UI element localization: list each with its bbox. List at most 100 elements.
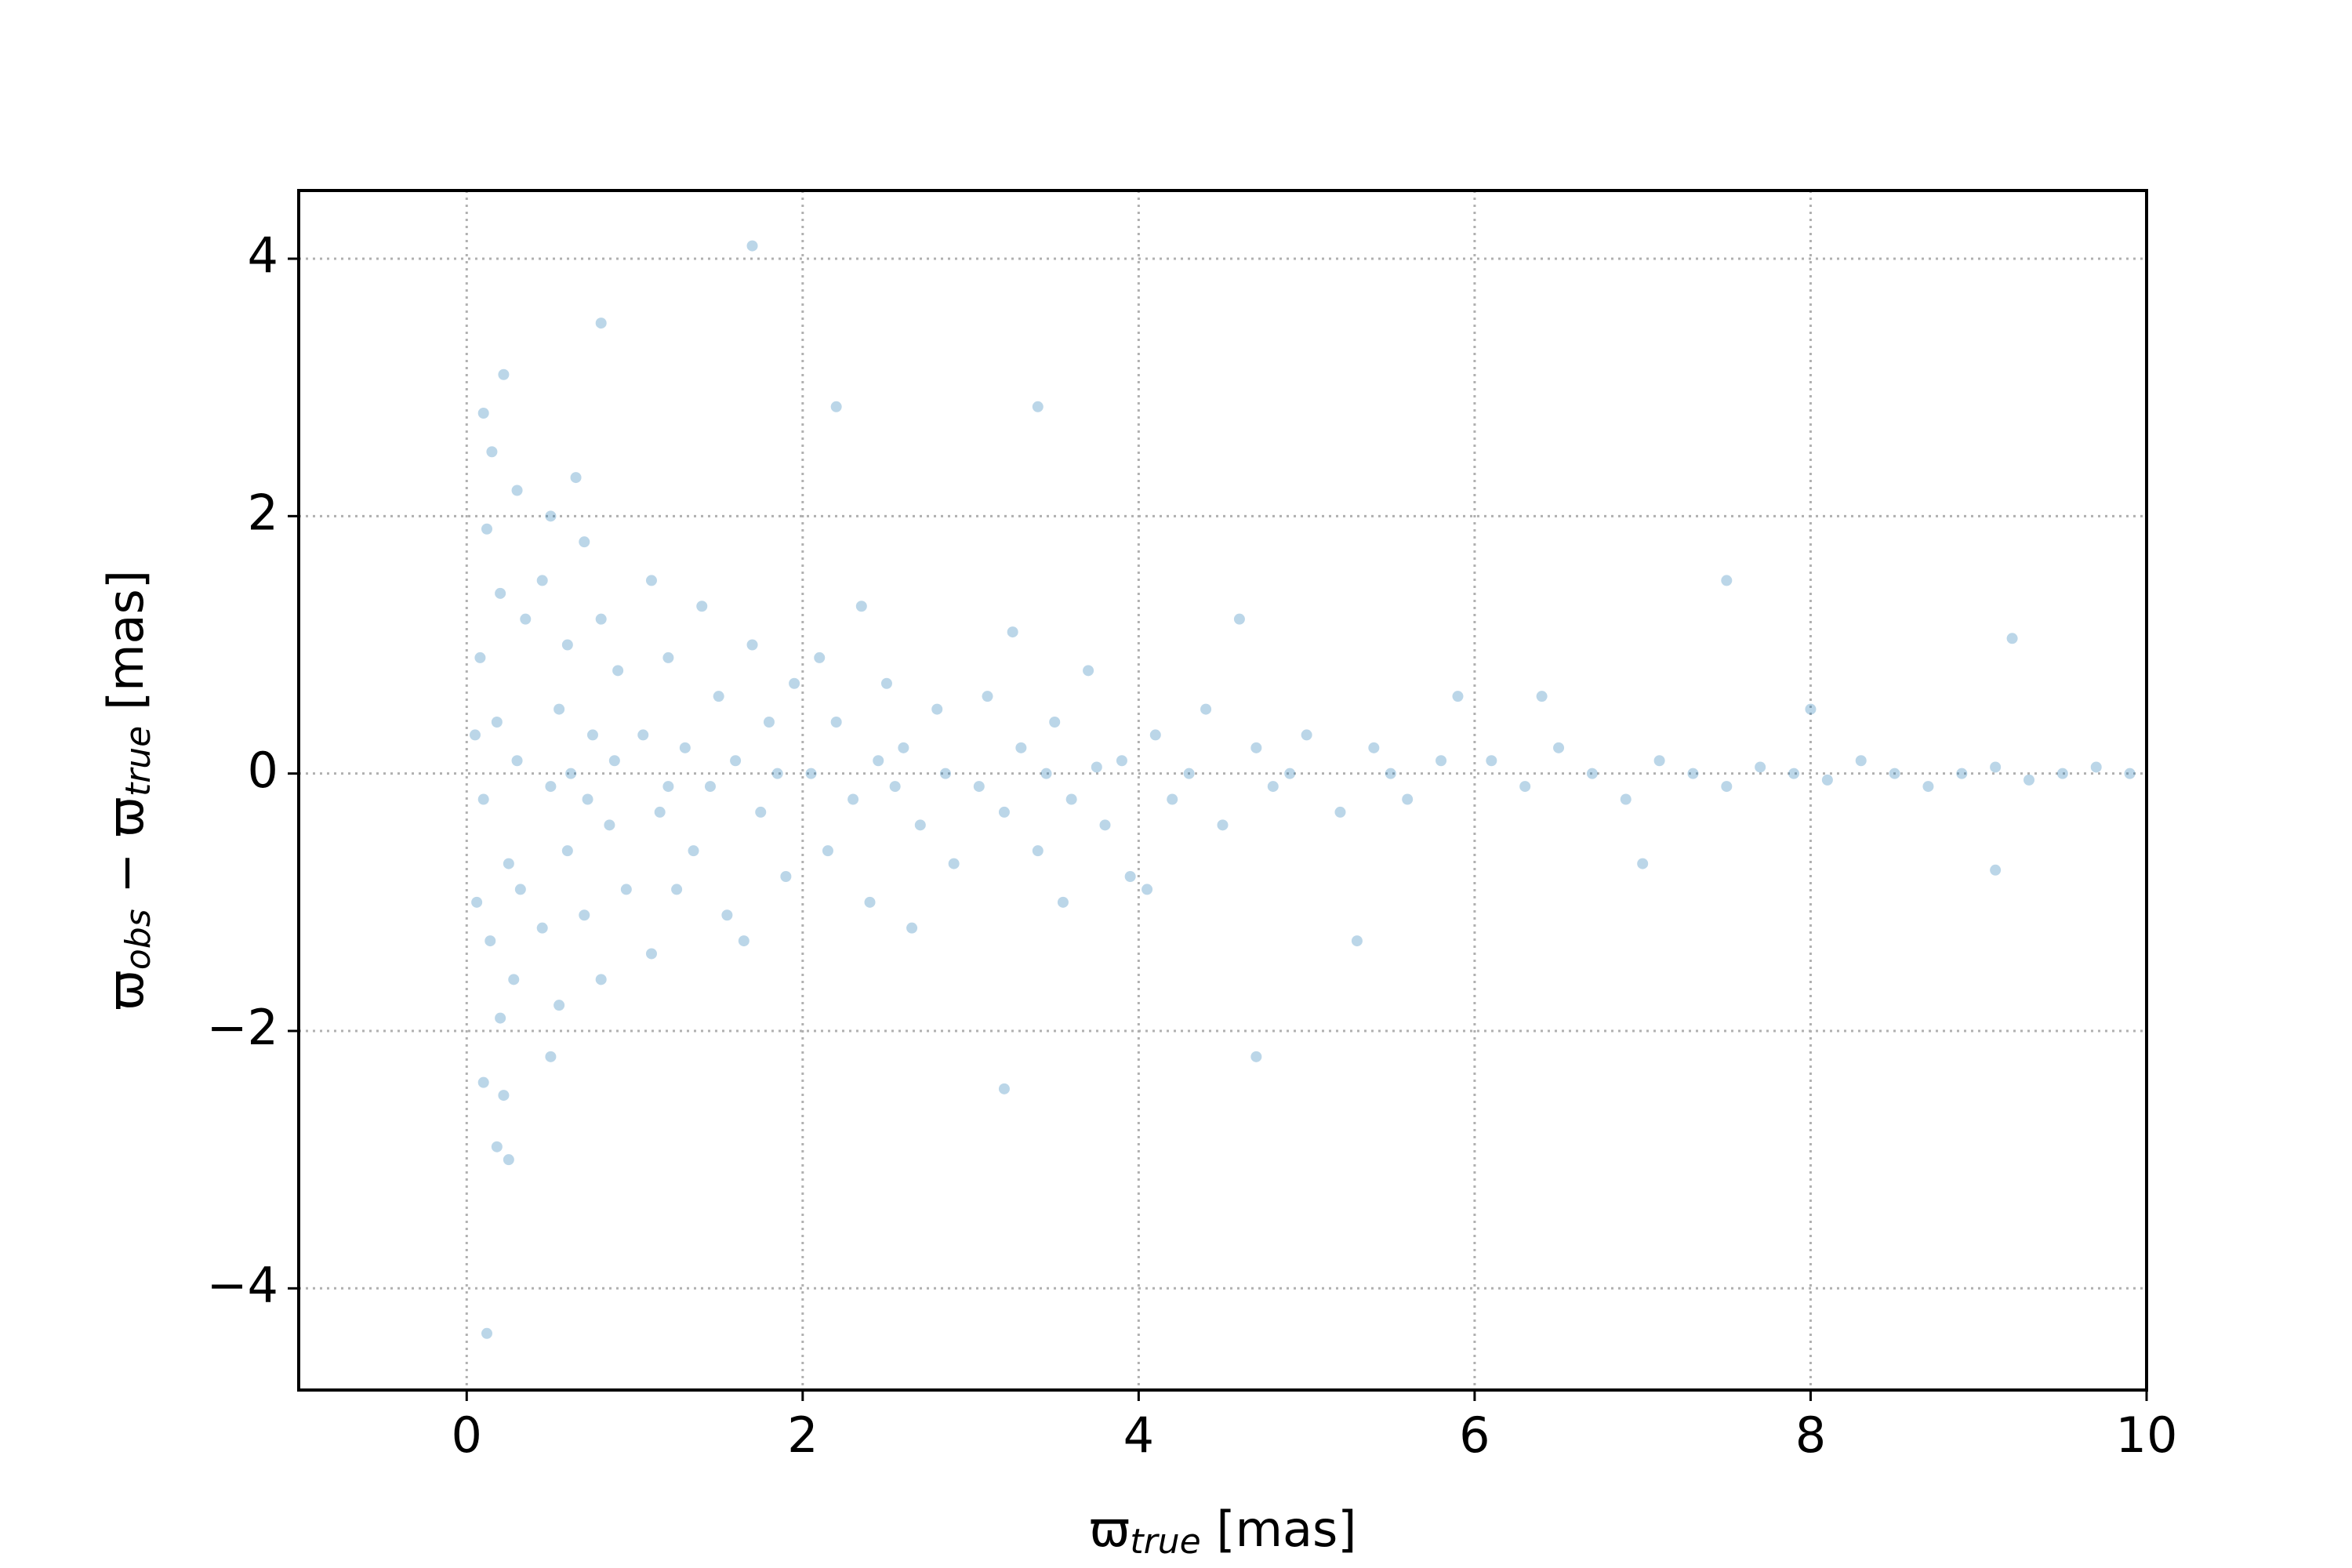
point: [873, 755, 884, 767]
point: [508, 974, 520, 985]
point: [474, 652, 486, 663]
point: [561, 639, 573, 651]
point: [721, 909, 733, 921]
point: [477, 408, 489, 419]
point: [545, 781, 557, 793]
x-label-part: true: [1130, 1522, 1200, 1562]
point: [814, 652, 826, 663]
point: [746, 240, 758, 252]
point: [486, 446, 498, 458]
point: [939, 768, 951, 779]
point: [1116, 755, 1127, 767]
point: [1956, 768, 1968, 779]
points: [469, 240, 2136, 1339]
point: [1351, 935, 1363, 947]
point: [1452, 691, 1464, 702]
point: [889, 781, 901, 793]
y-label-part: obs: [118, 909, 158, 970]
x-tick-label: 0: [452, 1406, 482, 1464]
point: [545, 1051, 557, 1062]
point: [582, 793, 593, 805]
point: [755, 806, 767, 818]
point: [2124, 768, 2136, 779]
point: [654, 806, 666, 818]
point: [1099, 819, 1111, 831]
x-label-part: ϖ: [1089, 1501, 1130, 1558]
point: [554, 1000, 565, 1011]
point: [520, 613, 532, 625]
point: [637, 729, 649, 741]
point: [1334, 806, 1346, 818]
point: [1536, 691, 1548, 702]
point: [595, 318, 607, 329]
y-label-part: true: [118, 726, 158, 797]
y-tick-label: 2: [248, 484, 278, 541]
y-label-part: [mas]: [97, 570, 154, 726]
point: [620, 884, 632, 895]
point: [1124, 870, 1136, 882]
point: [495, 1012, 506, 1024]
point: [679, 742, 691, 753]
point: [855, 601, 867, 612]
point: [998, 806, 1010, 818]
point: [595, 613, 607, 625]
point: [491, 1141, 503, 1152]
point: [561, 845, 573, 857]
point: [1821, 774, 1833, 786]
point: [704, 781, 716, 793]
y-axis-label: ϖobs − ϖtrue [mas]: [97, 570, 158, 1011]
point: [554, 703, 565, 715]
point: [713, 691, 724, 702]
point: [1586, 768, 1598, 779]
point: [1721, 575, 1733, 586]
point: [1620, 793, 1632, 805]
point: [1922, 781, 1934, 793]
y-tick-label: −2: [207, 999, 278, 1056]
point: [491, 716, 503, 728]
point: [1687, 768, 1699, 779]
point: [1250, 742, 1262, 753]
point: [536, 922, 548, 934]
point: [1368, 742, 1380, 753]
point: [545, 510, 557, 522]
point: [586, 729, 598, 741]
point: [1149, 729, 1161, 741]
point: [1553, 742, 1565, 753]
point: [688, 845, 699, 857]
point: [481, 523, 492, 535]
point: [880, 677, 892, 689]
point: [1805, 703, 1817, 715]
point: [906, 922, 918, 934]
point: [1301, 729, 1312, 741]
point: [503, 1154, 514, 1166]
point: [931, 703, 943, 715]
point: [914, 819, 926, 831]
point: [1250, 1051, 1262, 1062]
point: [511, 485, 523, 496]
point: [511, 755, 523, 767]
point: [780, 870, 792, 882]
point: [503, 858, 514, 869]
y-label-part: ϖ: [97, 970, 154, 1011]
point: [1083, 665, 1094, 677]
point: [469, 729, 481, 741]
point: [1284, 768, 1296, 779]
point: [1142, 884, 1153, 895]
y-tick-label: −4: [207, 1256, 278, 1313]
point: [565, 768, 577, 779]
point: [477, 1076, 489, 1088]
point: [898, 742, 909, 753]
x-tick-label: 6: [1459, 1406, 1490, 1464]
point: [848, 793, 859, 805]
point: [498, 1090, 510, 1102]
x-label-part: [mas]: [1201, 1501, 1357, 1558]
point: [471, 896, 483, 908]
point: [771, 768, 783, 779]
point: [1007, 626, 1018, 638]
point: [1721, 781, 1733, 793]
point: [662, 652, 674, 663]
point: [1167, 793, 1178, 805]
point: [481, 1327, 492, 1339]
point: [1040, 768, 1052, 779]
